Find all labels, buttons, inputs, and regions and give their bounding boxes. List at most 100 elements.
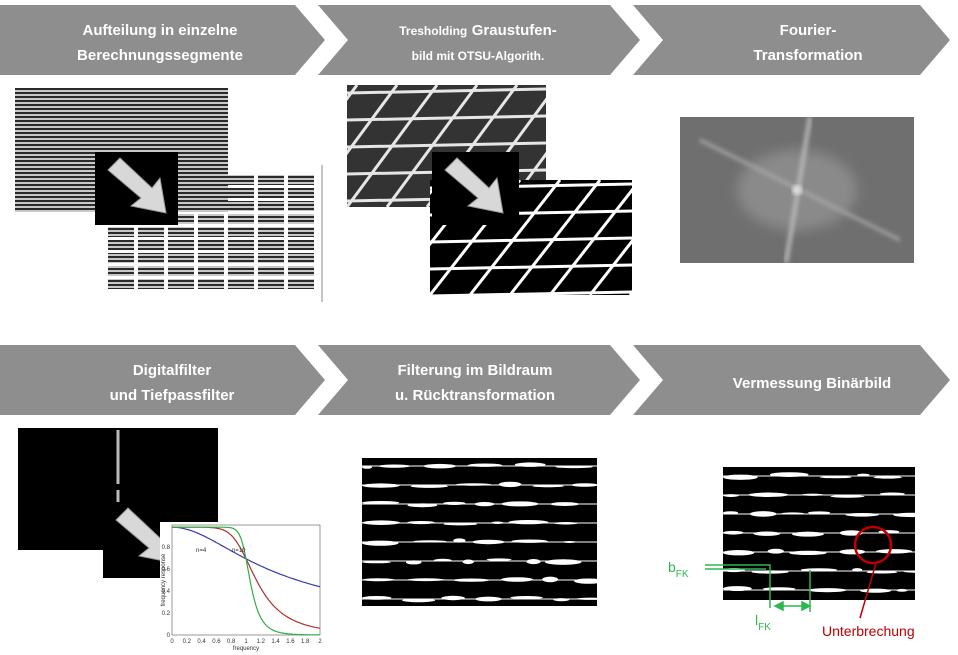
step-label: bild mit OTSU-Algorith. xyxy=(412,49,545,63)
streak xyxy=(749,493,789,497)
streak xyxy=(723,531,743,535)
streak xyxy=(554,522,578,524)
segment xyxy=(198,240,224,250)
streak xyxy=(499,482,522,487)
streak xyxy=(511,540,547,543)
streak xyxy=(802,494,824,496)
dimension-b: bFK xyxy=(668,559,689,580)
streak xyxy=(510,596,543,599)
segment xyxy=(258,253,284,263)
segment xyxy=(288,240,314,250)
step-label: Vermessung Binärbild xyxy=(733,375,891,392)
segment xyxy=(138,253,164,263)
streak xyxy=(434,559,452,562)
x-tick-label: 0.8 xyxy=(227,639,236,645)
step-label: u. Rücktransformation xyxy=(395,387,555,404)
step-label: Digitalfilter xyxy=(133,362,212,379)
streak xyxy=(491,521,503,524)
segment xyxy=(198,188,224,198)
segment xyxy=(168,266,194,276)
streak xyxy=(768,549,784,554)
streak xyxy=(362,541,399,546)
streak xyxy=(723,511,738,514)
x-tick-label: 0.6 xyxy=(212,639,221,645)
streak xyxy=(723,550,754,555)
streak xyxy=(723,494,739,497)
segment xyxy=(258,175,284,185)
segment xyxy=(108,240,134,250)
step-label: Filterung im Bildraum xyxy=(397,362,552,379)
streak xyxy=(408,578,444,581)
streak xyxy=(362,520,400,525)
streak xyxy=(723,475,758,480)
arrow-box xyxy=(95,152,178,225)
streak xyxy=(860,589,891,593)
streak xyxy=(563,541,577,543)
streak xyxy=(441,596,464,600)
streak xyxy=(453,579,490,582)
x-tick-label: 1.8 xyxy=(301,639,310,645)
x-tick-label: 1.2 xyxy=(257,639,266,645)
segment xyxy=(108,266,134,276)
streak xyxy=(487,558,512,560)
streak xyxy=(866,571,897,574)
segment xyxy=(198,253,224,263)
curve-label: n=10 xyxy=(232,548,246,554)
y-tick-label: 0.8 xyxy=(162,545,171,551)
x-axis-label: frequency xyxy=(233,646,259,652)
streak xyxy=(770,472,809,477)
streak xyxy=(407,503,437,507)
segment xyxy=(258,279,284,289)
process-diagram: Aufteilung in einzelne Berechnungssegmen… xyxy=(0,0,958,655)
segment xyxy=(228,227,254,237)
streak xyxy=(413,540,446,542)
break-gap xyxy=(862,540,876,548)
streak xyxy=(501,501,538,506)
streak xyxy=(830,495,864,498)
streak xyxy=(453,538,465,542)
segment xyxy=(258,266,284,276)
segment xyxy=(228,175,254,185)
segment xyxy=(108,279,134,289)
streak xyxy=(555,466,593,468)
streak xyxy=(808,511,830,514)
segment xyxy=(258,201,284,211)
break-label: Unterbrechung xyxy=(822,623,915,639)
streak xyxy=(362,561,391,563)
streak xyxy=(845,513,878,517)
streak xyxy=(406,560,422,564)
streak xyxy=(468,464,503,467)
segment xyxy=(258,188,284,198)
streak xyxy=(753,531,780,535)
streak xyxy=(402,598,435,602)
streak xyxy=(576,598,606,600)
x-tick-label: 1.4 xyxy=(271,639,280,645)
x-tick-label: 0.2 xyxy=(183,639,192,645)
x-tick-label: 0.4 xyxy=(197,639,206,645)
streak xyxy=(852,568,862,571)
segment xyxy=(288,253,314,263)
streak xyxy=(874,476,902,479)
step-label: Transformation xyxy=(753,47,862,64)
segment xyxy=(288,279,314,289)
y-axis-label: frequency response xyxy=(161,553,167,606)
streak xyxy=(362,483,400,487)
segment xyxy=(168,253,194,263)
segment xyxy=(228,240,254,250)
streak xyxy=(456,483,491,486)
streak xyxy=(407,521,435,524)
segment xyxy=(258,240,284,250)
segment xyxy=(288,188,314,198)
step-label: und Tiefpassfilter xyxy=(110,387,235,404)
x-tick-label: 1.6 xyxy=(286,639,295,645)
streak xyxy=(574,578,603,583)
y-tick-label: 0.2 xyxy=(162,611,171,617)
step-chevron xyxy=(633,5,950,75)
segment xyxy=(288,266,314,276)
filtered-image xyxy=(362,458,597,606)
streak xyxy=(362,501,399,504)
segment xyxy=(258,227,284,237)
segment xyxy=(198,266,224,276)
streak xyxy=(472,540,504,544)
segment xyxy=(228,214,254,224)
